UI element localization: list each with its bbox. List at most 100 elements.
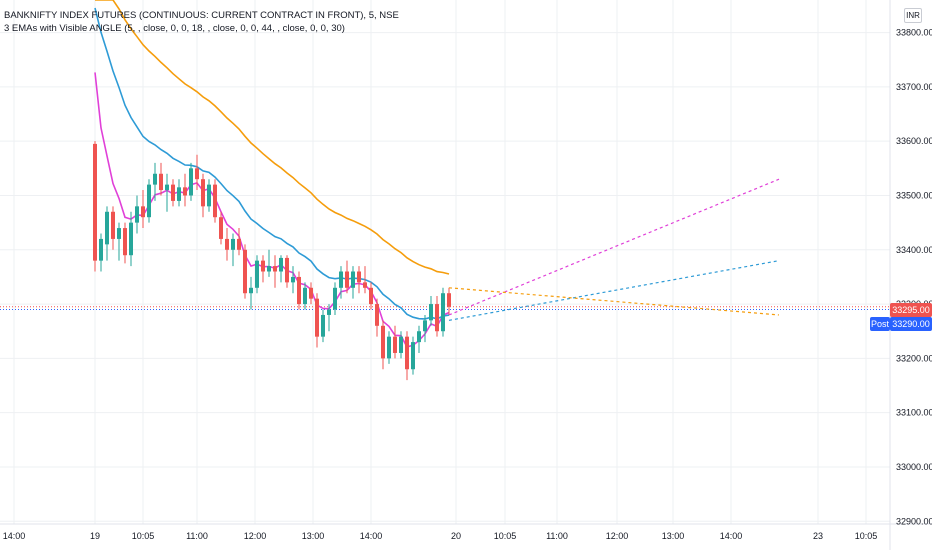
x-tick-label: 12:00 — [606, 531, 629, 541]
candle-body — [159, 173, 163, 191]
ema-slow-line — [95, 0, 450, 275]
candle-body — [183, 187, 187, 196]
x-tick-label: 11:00 — [546, 531, 568, 541]
candles[interactable] — [93, 141, 451, 381]
y-tick-label: 33400.00 — [896, 245, 932, 255]
candle-body — [357, 271, 361, 283]
candle-body — [171, 184, 175, 201]
x-tick-label: 14:00 — [720, 531, 743, 541]
candle-body — [405, 336, 409, 370]
candle-body — [273, 266, 277, 272]
x-tick-label: 23 — [813, 531, 823, 541]
candle-body — [177, 187, 181, 201]
candle-body — [249, 287, 253, 294]
candle-body — [219, 217, 223, 239]
candle-body — [291, 276, 295, 283]
last-price-tag: 33295.00 — [890, 303, 932, 317]
ema-mid-line — [94, 7, 450, 320]
candle-body — [303, 287, 307, 305]
ema-fast-line — [94, 72, 450, 348]
y-axis-labels: 32900.0033000.0033100.0033200.0033300.00… — [896, 28, 932, 527]
candle-body — [255, 260, 259, 288]
x-tick-label: 13:00 — [302, 531, 325, 541]
candle-body — [237, 238, 241, 250]
x-tick-label: 10:05 — [494, 531, 517, 541]
candle-body — [105, 211, 109, 245]
candle-body — [429, 304, 433, 321]
x-tick-label: 19 — [90, 531, 100, 541]
candle-body — [441, 293, 445, 332]
candle-body — [123, 228, 127, 256]
candle-body — [153, 173, 157, 185]
ema-projections — [448, 178, 780, 321]
candle-body — [321, 314, 325, 337]
candle-body — [231, 238, 235, 250]
post-price-tag: 33290.00 — [890, 317, 932, 331]
y-tick-label: 33700.00 — [896, 82, 932, 92]
candle-body — [423, 320, 427, 332]
candle-body — [141, 206, 145, 218]
ema-lines — [94, 0, 450, 348]
x-tick-label: 10:05 — [855, 531, 878, 541]
candle-body — [129, 222, 133, 256]
candle-body — [339, 271, 343, 288]
candle-body — [99, 238, 103, 261]
candle-body — [111, 211, 115, 239]
candle-body — [93, 143, 97, 261]
post-market-label: Post — [870, 317, 890, 331]
x-tick-label: 10:05 — [132, 531, 155, 541]
candle-body — [207, 184, 211, 207]
candle-body — [135, 206, 139, 223]
candle-body — [225, 238, 229, 250]
candle-body — [279, 257, 283, 272]
candle-body — [363, 282, 367, 288]
y-tick-label: 33100.00 — [896, 408, 932, 418]
candle-body — [327, 309, 331, 315]
x-tick-label: 12:00 — [244, 531, 267, 541]
candle-body — [117, 228, 121, 239]
candle-body — [213, 184, 217, 218]
candle-body — [411, 342, 415, 370]
candle-body — [399, 336, 403, 353]
candle-body — [297, 276, 301, 305]
candle-body — [147, 184, 151, 218]
y-tick-label: 33000.00 — [896, 462, 932, 472]
candle-body — [201, 179, 205, 207]
candle-body — [309, 287, 313, 299]
y-tick-label: 33600.00 — [896, 136, 932, 146]
candle-body — [369, 287, 373, 305]
candle-body — [315, 298, 319, 337]
ema-projection-line — [448, 287, 780, 316]
candle-body — [189, 168, 193, 196]
candle-body — [375, 304, 379, 326]
candle-body — [243, 249, 247, 294]
candle-body — [417, 331, 421, 343]
chart-legend: BANKNIFTY INDEX FUTURES (CONTINUOUS: CUR… — [4, 9, 399, 35]
candle-body — [165, 184, 169, 191]
candle-body — [267, 266, 271, 272]
y-tick-label: 33500.00 — [896, 190, 932, 200]
candle-body — [195, 168, 199, 180]
candle-body — [393, 336, 397, 353]
candle-body — [261, 260, 265, 272]
symbol-title: BANKNIFTY INDEX FUTURES (CONTINUOUS: CUR… — [4, 10, 399, 21]
candle-body — [387, 336, 391, 359]
y-tick-label: 33800.00 — [896, 28, 932, 38]
candle-body — [435, 304, 439, 332]
x-tick-label: 14:00 — [3, 531, 26, 541]
x-tick-label: 11:00 — [186, 531, 208, 541]
candle-body — [381, 325, 385, 359]
currency-button[interactable]: INR — [904, 8, 922, 23]
candle-body — [345, 271, 349, 288]
indicator-title[interactable]: 3 EMAs with Visible ANGLE (5, , close, 0… — [4, 23, 345, 34]
x-tick-label: 20 — [451, 531, 461, 541]
candle-body — [351, 271, 355, 288]
ema-projection-line — [448, 260, 780, 321]
candle-body — [285, 257, 289, 283]
x-axis-labels: 14:00 19 10:05 11:00 12:00 13:00 14:00 20 10:05 1… — [3, 531, 878, 541]
candle-body — [333, 287, 337, 310]
grid — [0, 0, 890, 524]
ema-projection-line — [448, 178, 780, 316]
candle-body — [447, 293, 451, 307]
